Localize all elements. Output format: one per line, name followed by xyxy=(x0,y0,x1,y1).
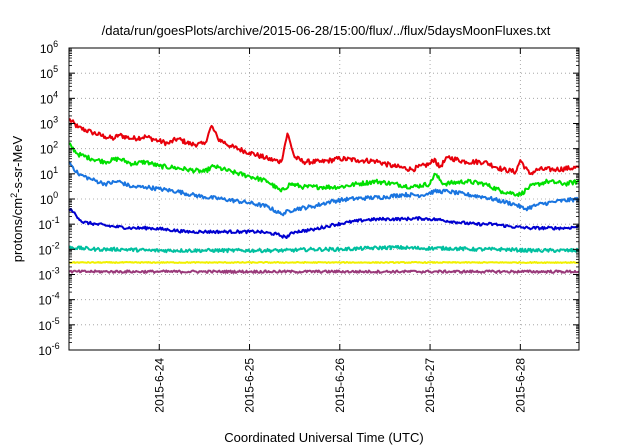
series-line-3 xyxy=(68,207,580,239)
series-line-0 xyxy=(68,118,580,176)
y-tick-exponent: 2 xyxy=(53,140,58,150)
y-axis-label-suffix: -s-sr-MeV xyxy=(10,135,25,192)
grid-lines xyxy=(69,48,579,350)
y-tick-label: 10-2 xyxy=(38,240,59,257)
y-tick-base: 10 xyxy=(40,92,54,106)
series-line-6 xyxy=(68,269,580,274)
y-tick-base: 10 xyxy=(38,243,52,257)
y-tick-exponent: -1 xyxy=(52,215,60,225)
y-tick-exponent: -5 xyxy=(52,316,60,326)
y-tick-exponent: -6 xyxy=(52,341,60,351)
y-tick-label: 10-3 xyxy=(38,266,59,283)
y-axis-label-prefix: protons/cm xyxy=(10,198,25,262)
y-tick-label: 103 xyxy=(40,115,58,132)
y-tick-exponent: -3 xyxy=(52,266,60,276)
y-axis-label-sup: 2 xyxy=(9,193,19,198)
y-tick-exponent: 3 xyxy=(53,115,58,125)
series-line-5 xyxy=(68,261,580,264)
y-tick-exponent: 4 xyxy=(53,89,58,99)
x-tick-label: 2015-6-24 xyxy=(152,358,166,413)
chart-title: /data/run/goesPlots/archive/2015-06-28/1… xyxy=(102,23,551,38)
y-tick-base: 10 xyxy=(40,67,54,81)
y-tick-base: 10 xyxy=(40,193,54,207)
y-tick-base: 10 xyxy=(40,42,54,56)
y-tick-exponent: 1 xyxy=(53,165,58,175)
y-tick-exponent: 6 xyxy=(53,39,58,49)
y-tick-base: 10 xyxy=(38,319,52,333)
y-tick-label: 10-4 xyxy=(38,291,59,308)
y-tick-label: 104 xyxy=(40,89,58,106)
y-tick-label: 100 xyxy=(40,190,58,207)
y-tick-base: 10 xyxy=(40,168,54,182)
x-tick-label: 2015-6-25 xyxy=(243,358,257,413)
y-tick-label: 105 xyxy=(40,64,58,81)
y-tick-base: 10 xyxy=(38,294,52,308)
y-tick-base: 10 xyxy=(38,344,52,358)
series-line-2 xyxy=(68,161,580,217)
y-tick-label: 10-5 xyxy=(38,316,59,333)
y-tick-base: 10 xyxy=(40,143,54,157)
series-line-1 xyxy=(68,142,580,198)
y-tick-exponent: 5 xyxy=(53,64,58,74)
x-tick-label: 2015-6-27 xyxy=(423,358,437,413)
y-tick-label: 10-6 xyxy=(38,341,59,358)
y-tick-base: 10 xyxy=(40,118,54,132)
y-tick-labels: 10-610-510-410-310-210-11001011021031041… xyxy=(38,39,59,358)
series-lines xyxy=(68,118,580,274)
series-line-4 xyxy=(68,244,579,254)
y-tick-exponent: 0 xyxy=(53,190,58,200)
x-tick-label: 2015-6-28 xyxy=(513,358,527,413)
axis-ticks xyxy=(69,47,579,351)
y-tick-exponent: -2 xyxy=(52,240,60,250)
y-tick-label: 101 xyxy=(40,165,58,182)
x-tick-labels: 2015-6-24 2015-6-25 2015-6-26 2015-6-27 2015… xyxy=(152,358,527,413)
y-tick-label: 10-1 xyxy=(38,215,59,232)
y-tick-base: 10 xyxy=(38,269,52,283)
y-tick-label: 102 xyxy=(40,140,58,157)
y-tick-exponent: -4 xyxy=(52,291,60,301)
y-axis-label: protons/cm2-s-sr-MeV xyxy=(9,135,25,262)
x-tick-label: 2015-6-26 xyxy=(333,358,347,413)
y-tick-base: 10 xyxy=(38,218,52,232)
x-axis-label: Coordinated Universal Time (UTC) xyxy=(224,430,423,445)
y-tick-label: 106 xyxy=(40,39,58,56)
